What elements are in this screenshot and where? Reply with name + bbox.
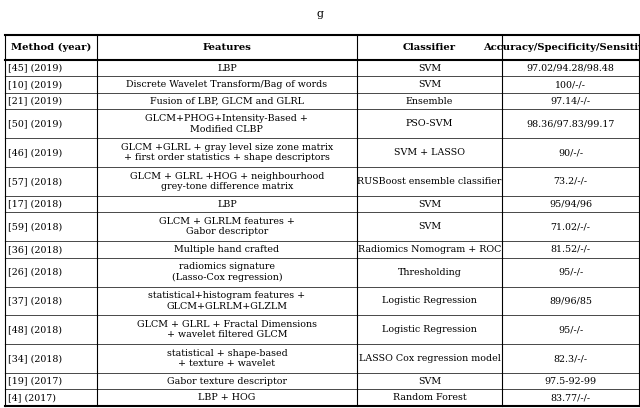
Text: 97.02/94.28/98.48: 97.02/94.28/98.48 — [527, 64, 614, 73]
Text: SVM: SVM — [418, 64, 441, 73]
Text: [4] (2017): [4] (2017) — [8, 393, 56, 402]
Text: [21] (2019): [21] (2019) — [8, 97, 62, 106]
Text: RUSBoost ensemble classifier: RUSBoost ensemble classifier — [358, 177, 502, 186]
Text: Logistic Regression: Logistic Regression — [382, 325, 477, 334]
Text: SVM + LASSO: SVM + LASSO — [394, 148, 465, 157]
Text: PSO-SVM: PSO-SVM — [406, 119, 453, 129]
Text: GLCM + GLRL + Fractal Dimensions
+ wavelet filtered GLCM: GLCM + GLRL + Fractal Dimensions + wavel… — [137, 320, 317, 339]
Text: [36] (2018): [36] (2018) — [8, 245, 62, 254]
Text: 82.3/-/-: 82.3/-/- — [554, 354, 588, 363]
Text: [10] (2019): [10] (2019) — [8, 80, 62, 89]
Text: [45] (2019): [45] (2019) — [8, 64, 62, 73]
Text: Ensemble: Ensemble — [406, 97, 453, 106]
Text: [26] (2018): [26] (2018) — [8, 268, 62, 277]
Text: SVM: SVM — [418, 200, 441, 208]
Text: 98.36/97.83/99.17: 98.36/97.83/99.17 — [527, 119, 615, 129]
Text: 95/94/96: 95/94/96 — [549, 200, 592, 208]
Text: 83.77/-/-: 83.77/-/- — [550, 393, 591, 402]
Text: 97.5-92-99: 97.5-92-99 — [545, 377, 596, 386]
Text: Discrete Wavelet Transform/Bag of words: Discrete Wavelet Transform/Bag of words — [126, 80, 328, 89]
Text: [57] (2018): [57] (2018) — [8, 177, 62, 186]
Text: Classifier: Classifier — [403, 43, 456, 52]
Text: Logistic Regression: Logistic Regression — [382, 297, 477, 306]
Text: 95/-/-: 95/-/- — [558, 268, 583, 277]
Text: 97.14/-/-: 97.14/-/- — [550, 97, 591, 106]
Text: Method (year): Method (year) — [11, 43, 92, 52]
Text: 81.52/-/-: 81.52/-/- — [550, 245, 591, 254]
Text: g: g — [317, 9, 323, 19]
Text: SVM: SVM — [418, 80, 441, 89]
Text: statistical+histogram features +
GLCM+GLRLM+GLZLM: statistical+histogram features + GLCM+GL… — [148, 291, 305, 310]
Text: 95/-/-: 95/-/- — [558, 325, 583, 334]
Text: Radiomics Nomogram + ROC: Radiomics Nomogram + ROC — [358, 245, 501, 254]
Text: 73.2/-/-: 73.2/-/- — [554, 177, 588, 186]
Text: radiomics signature
(Lasso-Cox regression): radiomics signature (Lasso-Cox regressio… — [172, 262, 282, 282]
Text: SVM: SVM — [418, 377, 441, 386]
Text: [50] (2019): [50] (2019) — [8, 119, 62, 129]
Text: GLCM +GLRL + gray level size zone matrix
+ first order statistics + shape descri: GLCM +GLRL + gray level size zone matrix… — [121, 143, 333, 162]
Text: 100/-/-: 100/-/- — [555, 80, 586, 89]
Text: Gabor texture descriptor: Gabor texture descriptor — [167, 377, 287, 386]
Text: [37] (2018): [37] (2018) — [8, 297, 62, 306]
Text: Random Forest: Random Forest — [393, 393, 467, 402]
Text: Features: Features — [202, 43, 252, 52]
Text: Multiple hand crafted: Multiple hand crafted — [174, 245, 280, 254]
Text: SVM: SVM — [418, 222, 441, 231]
Text: GLCM + GLRL +HOG + neighbourhood
grey-tone difference matrix: GLCM + GLRL +HOG + neighbourhood grey-to… — [130, 172, 324, 191]
Text: [17] (2018): [17] (2018) — [8, 200, 61, 208]
Text: [59] (2018): [59] (2018) — [8, 222, 62, 231]
Text: [46] (2019): [46] (2019) — [8, 148, 62, 157]
Text: Thresholding: Thresholding — [397, 268, 461, 277]
Text: LBP: LBP — [217, 200, 237, 208]
Text: [19] (2017): [19] (2017) — [8, 377, 62, 386]
Text: statistical + shape-based
+ texture + wavelet: statistical + shape-based + texture + wa… — [166, 349, 287, 368]
Text: 89/96/85: 89/96/85 — [549, 297, 592, 306]
Text: [48] (2018): [48] (2018) — [8, 325, 61, 334]
Text: LASSO Cox regression model: LASSO Cox regression model — [358, 354, 500, 363]
Text: LBP: LBP — [217, 64, 237, 73]
Text: Fusion of LBP, GLCM and GLRL: Fusion of LBP, GLCM and GLRL — [150, 97, 304, 106]
Text: GLCM + GLRLM features +
Gabor descriptor: GLCM + GLRLM features + Gabor descriptor — [159, 217, 295, 237]
Text: [34] (2018): [34] (2018) — [8, 354, 62, 363]
Text: 90/-/-: 90/-/- — [558, 148, 583, 157]
Text: LBP + HOG: LBP + HOG — [198, 393, 255, 402]
Text: GLCM+PHOG+Intensity-Based +
Modified CLBP: GLCM+PHOG+Intensity-Based + Modified CLB… — [145, 114, 308, 133]
Text: 71.02/-/-: 71.02/-/- — [550, 222, 591, 231]
Text: Accuracy/Specificity/Sensitivity: Accuracy/Specificity/Sensitivity — [483, 43, 640, 52]
